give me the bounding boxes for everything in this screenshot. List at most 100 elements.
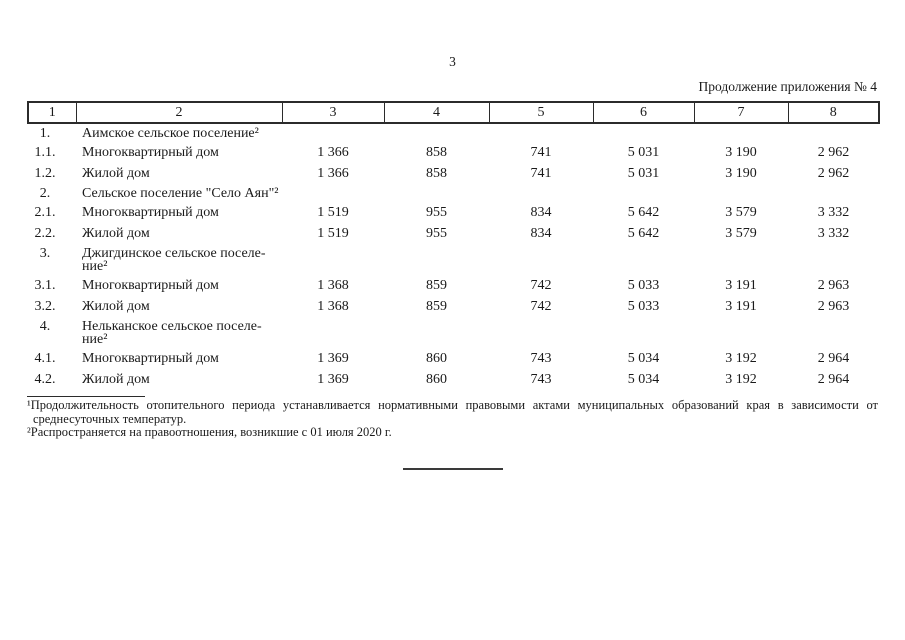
row-name: Жилой дом <box>82 166 150 181</box>
row-value: 741 <box>530 166 552 181</box>
table-row: 3.1. Многоквартирный дом 1 368 859 742 5 033 3… <box>28 275 879 296</box>
row-value: 3 191 <box>725 278 757 293</box>
row-value: 3 192 <box>725 351 757 366</box>
row-number: 3. <box>39 245 51 261</box>
row-value: 2 964 <box>817 351 850 366</box>
row-number: 2.1. <box>34 205 56 220</box>
row-value: 860 <box>426 372 447 387</box>
row-value: 1 519 <box>317 205 349 220</box>
row-number: 3.1. <box>34 278 56 293</box>
table-row: 1. Аимское сельское поселение² <box>28 123 879 142</box>
column-header: 2 <box>75 101 283 124</box>
row-value: 1 366 <box>317 166 349 181</box>
table-row: 1.1. Многоквартирный дом 1 366 858 741 5 031 3… <box>28 142 879 163</box>
row-value: 955 <box>426 226 447 241</box>
row-value: 5 033 <box>627 299 660 314</box>
table-row: 3. Джигдинское сельское поселе- ние² <box>28 244 879 275</box>
row-number: 1.2. <box>34 166 56 181</box>
table-row: 4.2. Жилой дом 1 369 860 743 5 034 3 192 2 964 <box>28 369 879 390</box>
footnote-1: ¹Продолжительность отопительного периода… <box>27 398 878 426</box>
row-value: 742 <box>530 299 552 314</box>
row-value: 2 963 <box>817 299 850 314</box>
row-value: 3 190 <box>725 166 757 181</box>
row-value: 5 642 <box>627 205 660 220</box>
row-name: Жилой дом <box>82 372 150 387</box>
row-name: Многоквартирный дом <box>82 145 219 160</box>
page-number: 3 <box>449 54 456 69</box>
column-header: 8 <box>787 101 880 124</box>
row-value: 955 <box>426 205 447 220</box>
column-header: 3 <box>281 101 385 124</box>
row-name: Аимское сельское поселение² <box>82 125 259 141</box>
document-end-rule <box>402 468 503 470</box>
footnote-2: ²Распространяется на правоотношения, воз… <box>27 425 392 439</box>
row-value: 1 368 <box>317 278 349 293</box>
row-value: 3 579 <box>725 226 757 241</box>
row-value: 2 962 <box>817 145 850 160</box>
row-value: 834 <box>530 226 552 241</box>
row-value: 1 366 <box>317 145 349 160</box>
row-value: 3 192 <box>725 372 757 387</box>
row-value: 1 368 <box>317 299 349 314</box>
row-value: 858 <box>426 145 447 160</box>
row-value: 3 332 <box>817 226 850 241</box>
row-number: 4.2. <box>34 372 56 387</box>
row-value: 859 <box>426 278 447 293</box>
row-name: Многоквартирный дом <box>82 351 219 366</box>
row-number: 2.2. <box>34 226 56 241</box>
row-value: 2 964 <box>817 372 850 387</box>
row-value: 3 190 <box>725 145 757 160</box>
table-row: 4. Нельканское сельское поселе- ние² <box>28 317 879 348</box>
table-body: 1. Аимское сельское поселение² 1.1. Многокв… <box>28 123 879 390</box>
table-row: 1.2. Жилой дом 1 366 858 741 5 031 3 190 2 962 <box>28 163 879 184</box>
row-value: 1 519 <box>317 226 349 241</box>
row-value: 741 <box>530 145 552 160</box>
row-value: 3 191 <box>725 299 757 314</box>
row-name: Жилой дом <box>82 299 150 314</box>
table-row: 3.2. Жилой дом 1 368 859 742 5 033 3 191 2 963 <box>28 296 879 317</box>
appendix-continuation-label: Продолжение приложения № 4 <box>698 79 877 94</box>
row-number: 1. <box>39 125 51 141</box>
table-row: 4.1. Многоквартирный дом 1 369 860 743 5 034 3… <box>28 348 879 369</box>
row-value: 1 369 <box>317 372 349 387</box>
column-header: 5 <box>488 101 594 124</box>
row-value: 860 <box>426 351 447 366</box>
row-value: 3 579 <box>725 205 757 220</box>
column-header: 6 <box>592 101 695 124</box>
column-header: 1 <box>27 101 77 124</box>
row-value: 5 031 <box>627 145 660 160</box>
row-value: 2 962 <box>817 166 850 181</box>
row-number: 3.2. <box>34 299 56 314</box>
column-header: 7 <box>693 101 789 124</box>
row-name: Нельканское сельское поселе- ние² <box>82 318 262 347</box>
row-value: 743 <box>530 372 552 387</box>
footnote-separator-rule <box>27 396 145 397</box>
row-name: Джигдинское сельское поселе- ние² <box>82 245 266 274</box>
row-value: 742 <box>530 278 552 293</box>
table-row: 2.1. Многоквартирный дом 1 519 955 834 5 642 3… <box>28 202 879 223</box>
row-value: 5 031 <box>627 166 660 181</box>
row-number: 1.1. <box>34 145 56 160</box>
row-value: 3 332 <box>817 205 850 220</box>
row-name: Многоквартирный дом <box>82 205 219 220</box>
row-name: Жилой дом <box>82 226 150 241</box>
row-value: 5 033 <box>627 278 660 293</box>
footnotes-block: ¹Продолжительность отопительного периода… <box>27 396 878 440</box>
row-number: 4. <box>39 318 51 334</box>
row-value: 5 034 <box>627 372 660 387</box>
row-name: Многоквартирный дом <box>82 278 219 293</box>
row-value: 743 <box>530 351 552 366</box>
row-value: 2 963 <box>817 278 850 293</box>
row-number: 2. <box>39 185 51 201</box>
row-number: 4.1. <box>34 351 56 366</box>
row-value: 858 <box>426 166 447 181</box>
row-value: 1 369 <box>317 351 349 366</box>
row-name: Сельское поселение "Село Аян"² <box>82 185 279 201</box>
table-row: 2.2. Жилой дом 1 519 955 834 5 642 3 579 3 332 <box>28 223 879 244</box>
row-value: 859 <box>426 299 447 314</box>
row-value: 834 <box>530 205 552 220</box>
